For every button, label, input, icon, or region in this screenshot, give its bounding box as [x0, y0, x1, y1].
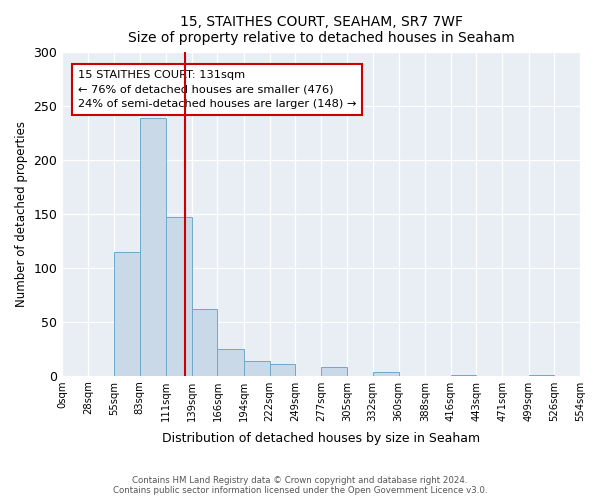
Y-axis label: Number of detached properties: Number of detached properties: [15, 121, 28, 307]
Bar: [270, 364, 295, 376]
Bar: [451, 374, 476, 376]
Text: 15 STAITHES COURT: 131sqm
← 76% of detached houses are smaller (476)
24% of semi: 15 STAITHES COURT: 131sqm ← 76% of detac…: [78, 70, 356, 110]
Bar: [140, 118, 166, 376]
Bar: [373, 372, 399, 376]
X-axis label: Distribution of detached houses by size in Seaham: Distribution of detached houses by size …: [162, 432, 480, 445]
Title: 15, STAITHES COURT, SEAHAM, SR7 7WF
Size of property relative to detached houses: 15, STAITHES COURT, SEAHAM, SR7 7WF Size…: [128, 15, 515, 45]
Bar: [321, 367, 347, 376]
Bar: [192, 308, 217, 376]
Bar: [166, 217, 192, 376]
Bar: [529, 374, 554, 376]
Text: Contains HM Land Registry data © Crown copyright and database right 2024.
Contai: Contains HM Land Registry data © Crown c…: [113, 476, 487, 495]
Bar: [244, 360, 270, 376]
Bar: [217, 348, 244, 376]
Bar: [113, 252, 140, 376]
